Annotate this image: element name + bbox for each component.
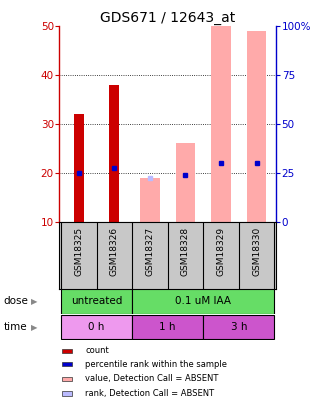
Bar — [62, 349, 72, 353]
Text: 1 h: 1 h — [160, 322, 176, 332]
Bar — [203, 315, 274, 339]
Bar — [247, 31, 266, 222]
Text: time: time — [3, 322, 27, 332]
Text: dose: dose — [3, 296, 28, 307]
Text: GSM18326: GSM18326 — [110, 227, 119, 276]
Bar — [132, 315, 203, 339]
Text: GSM18328: GSM18328 — [181, 227, 190, 276]
Text: value, Detection Call = ABSENT: value, Detection Call = ABSENT — [85, 375, 219, 384]
Text: GSM18325: GSM18325 — [74, 227, 83, 276]
Text: ▶: ▶ — [30, 323, 37, 332]
Text: untreated: untreated — [71, 296, 122, 307]
Text: 3 h: 3 h — [230, 322, 247, 332]
Title: GDS671 / 12643_at: GDS671 / 12643_at — [100, 11, 235, 25]
Bar — [61, 315, 132, 339]
Text: 0 h: 0 h — [89, 322, 105, 332]
Bar — [140, 178, 160, 222]
Bar — [109, 85, 119, 222]
Text: GSM18330: GSM18330 — [252, 227, 261, 276]
Bar — [211, 26, 231, 222]
Bar — [132, 289, 274, 314]
Bar — [61, 289, 132, 314]
Text: ▶: ▶ — [30, 297, 37, 306]
Bar — [62, 377, 72, 381]
Text: rank, Detection Call = ABSENT: rank, Detection Call = ABSENT — [85, 389, 214, 398]
Bar — [62, 392, 72, 396]
Text: percentile rank within the sample: percentile rank within the sample — [85, 360, 227, 369]
Text: GSM18327: GSM18327 — [145, 227, 154, 276]
Text: 0.1 uM IAA: 0.1 uM IAA — [175, 296, 231, 307]
Bar — [74, 114, 84, 222]
Text: GSM18329: GSM18329 — [216, 227, 226, 276]
Bar — [176, 143, 195, 222]
Bar — [62, 362, 72, 367]
Text: count: count — [85, 346, 109, 356]
